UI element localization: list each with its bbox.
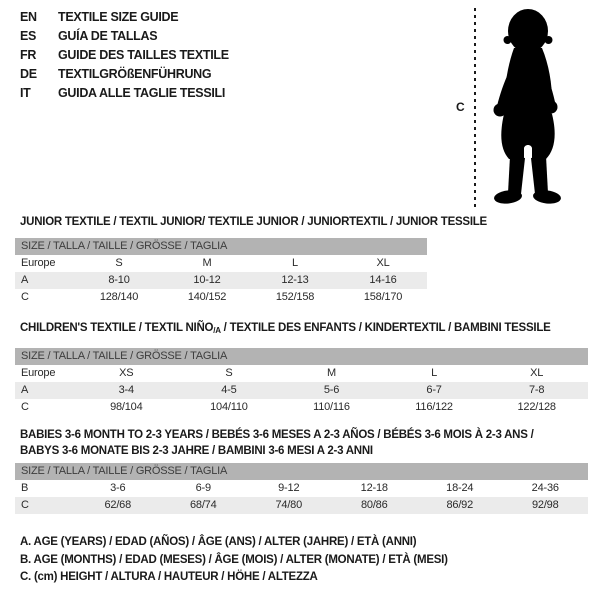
table-cell: 80/86 — [360, 499, 388, 511]
children-title-pre: CHILDREN'S TEXTILE / TEXTIL NIÑO — [20, 322, 214, 334]
babies-title-line2: BABYS 3-6 MONATE BIS 2-3 JAHRE / BAMBINI… — [20, 445, 373, 457]
table-cell: 98/104 — [110, 401, 143, 413]
table-cell: 4-5 — [221, 384, 237, 396]
table-body: B 3-6 6-9 9-12 12-18 18-24 24-36 C 62/68 68/74 74/… — [15, 480, 588, 514]
language-row-en: EN TEXTILE SIZE GUIDE — [20, 8, 229, 27]
table-cell: 158/170 — [363, 291, 403, 303]
table-cell: 10-12 — [193, 274, 221, 286]
height-measure-dashed-line — [474, 8, 476, 208]
table-cell: XL — [530, 367, 544, 379]
language-row-de: DE TEXTILGRÖßENFÜHRUNG — [20, 65, 229, 84]
row-label: Europe — [21, 367, 56, 379]
language-label: GUIDE DES TAILLES TEXTILE — [58, 48, 229, 62]
babies-title-line1: BABIES 3-6 MONTH TO 2-3 YEARS / BEBÉS 3-… — [20, 429, 534, 441]
row-label: C — [21, 291, 29, 303]
table-cell: 68/74 — [189, 499, 217, 511]
language-row-es: ES GUÍA DE TALLAS — [20, 27, 229, 46]
table-cell: 6-9 — [195, 482, 212, 494]
table-cell: 92/98 — [531, 499, 559, 511]
note-age-years: A. AGE (YEARS) / EDAD (AÑOS) / ÂGE (ANS)… — [20, 536, 417, 548]
table-cell: XS — [119, 367, 134, 379]
row-label: C — [21, 401, 29, 413]
row-label: B — [21, 482, 29, 494]
language-code: DE — [20, 67, 37, 81]
table-cell: 9-12 — [278, 482, 300, 494]
babies-size-table: SIZE / TALLA / TAILLE / GRÖSSE / TAGLIA … — [15, 463, 588, 514]
language-code: ES — [20, 29, 37, 43]
table-cell: M — [327, 367, 336, 379]
children-title-post: / TEXTILE DES ENFANTS / KINDERTEXTIL / B… — [220, 322, 551, 334]
row-label: C — [21, 499, 29, 511]
table-cell: 122/128 — [517, 401, 556, 413]
table-cell: XL — [376, 257, 390, 269]
note-age-months: B. AGE (MONTHS) / EDAD (MESES) / ÂGE (MO… — [20, 553, 448, 566]
table-cell: S — [115, 257, 123, 269]
table-row-a: A 3-4 4-5 5-6 6-7 7-8 — [15, 382, 588, 399]
table-cell: 8-10 — [108, 274, 130, 286]
language-code: IT — [20, 86, 31, 100]
height-measure-label: C — [456, 100, 465, 114]
table-cell: S — [225, 367, 233, 379]
row-label: A — [21, 274, 29, 286]
table-cell: 116/122 — [415, 401, 453, 413]
table-row-c: C 62/68 68/74 74/80 80/86 86/92 92/98 — [15, 497, 588, 514]
table-cell: L — [431, 367, 438, 379]
table-cell: 18-24 — [446, 482, 474, 494]
children-title-subscript: /A — [213, 326, 221, 335]
table-cell: M — [202, 257, 212, 269]
table-cell: 12-13 — [281, 274, 309, 286]
language-code: FR — [20, 48, 37, 62]
table-row-a: A 8-10 10-12 12-13 14-16 — [15, 272, 427, 289]
language-label: TEXTILE SIZE GUIDE — [58, 10, 179, 24]
baby-silhouette-icon — [493, 9, 561, 204]
table-cell: 12-18 — [360, 482, 388, 494]
legend-notes: A. AGE (YEARS) / EDAD (AÑOS) / ÂGE (ANS)… — [20, 534, 448, 587]
size-header-bar: SIZE / TALLA / TAILLE / GRÖSSE / TAGLIA — [15, 238, 427, 255]
table-row-europe: Europe XS S M L XL — [15, 365, 588, 382]
size-header-bar: SIZE / TALLA / TAILLE / GRÖSSE / TAGLIA — [15, 348, 588, 365]
junior-section-title: JUNIOR TEXTILE / TEXTIL JUNIOR/ TEXTILE … — [20, 216, 487, 228]
table-cell: 74/80 — [275, 499, 303, 511]
table-body: Europe S M L XL A 8-10 10-12 12-13 14-16 C 128/140 1… — [15, 255, 427, 306]
table-cell: 7-8 — [529, 384, 545, 396]
row-label: Europe — [21, 257, 56, 269]
size-header-bar: SIZE / TALLA / TAILLE / GRÖSSE / TAGLIA — [15, 463, 588, 480]
language-label: GUIDA ALLE TAGLIE TESSILI — [58, 86, 226, 100]
language-list: EN TEXTILE SIZE GUIDE ES GUÍA DE TALLAS … — [20, 8, 229, 103]
table-cell: 140/152 — [187, 291, 227, 303]
language-label: TEXTILGRÖßENFÜHRUNG — [58, 67, 212, 81]
table-cell: L — [292, 257, 298, 269]
note-height-cm: C. (cm) HEIGHT / ALTURA / HAUTEUR / HÖHE… — [20, 571, 318, 583]
table-cell: 104/110 — [210, 401, 248, 413]
children-section-title: CHILDREN'S TEXTILE / TEXTIL NIÑO/A / TEX… — [20, 320, 551, 339]
language-row-it: IT GUIDA ALLE TAGLIE TESSILI — [20, 84, 229, 103]
table-cell: 152/158 — [275, 291, 315, 303]
table-row-c: C 128/140 140/152 152/158 158/170 — [15, 289, 427, 306]
table-cell: 6-7 — [426, 384, 442, 396]
table-row-b: B 3-6 6-9 9-12 12-18 18-24 24-36 — [15, 480, 588, 497]
table-cell: 62/68 — [104, 499, 132, 511]
table-row-europe: Europe S M L XL — [15, 255, 427, 272]
table-cell: 110/116 — [313, 401, 350, 413]
table-cell: 86/92 — [446, 499, 474, 511]
language-code: EN — [20, 10, 37, 24]
table-cell: 128/140 — [99, 291, 139, 303]
babies-section-title: BABIES 3-6 MONTH TO 2-3 YEARS / BEBÉS 3-… — [20, 427, 534, 459]
table-cell: 14-16 — [369, 274, 397, 286]
table-row-c: C 98/104 104/110 110/116 116/122 122/128 — [15, 399, 588, 416]
language-label: GUÍA DE TALLAS — [58, 29, 158, 43]
junior-size-table: SIZE / TALLA / TAILLE / GRÖSSE / TAGLIA … — [15, 238, 427, 306]
table-cell: 5-6 — [323, 384, 340, 396]
children-size-table: SIZE / TALLA / TAILLE / GRÖSSE / TAGLIA … — [15, 348, 588, 416]
table-body: Europe XS S M L XL A 3-4 4-5 5-6 6-7 7-8 C 98/104 104/… — [15, 365, 588, 416]
language-row-fr: FR GUIDE DES TAILLES TEXTILE — [20, 46, 229, 65]
table-cell: 3-6 — [110, 482, 126, 494]
table-cell: 24-36 — [531, 482, 559, 494]
row-label: A — [21, 384, 29, 396]
table-cell: 3-4 — [118, 384, 135, 396]
